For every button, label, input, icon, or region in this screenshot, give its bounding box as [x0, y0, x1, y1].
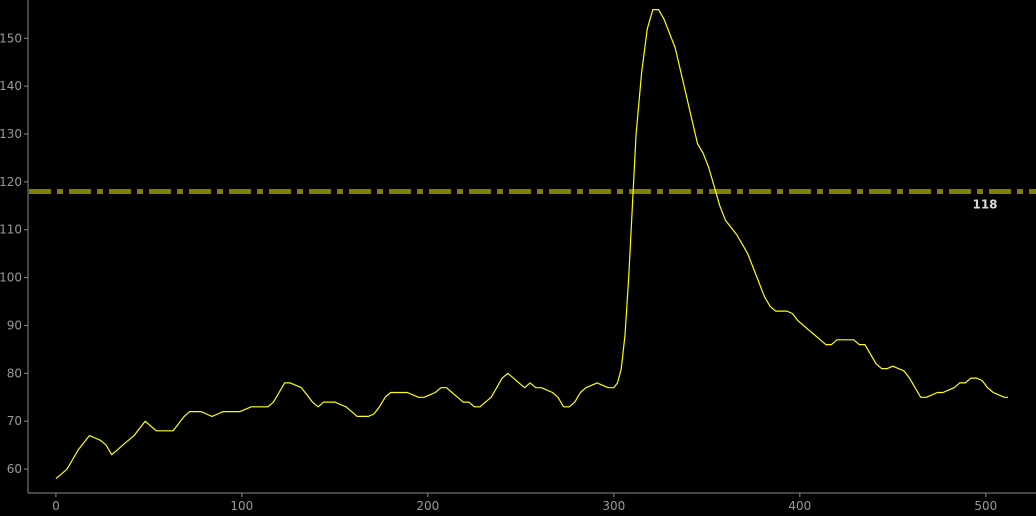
y-tick-label: 100	[0, 271, 22, 285]
y-tick-label: 150	[0, 31, 22, 45]
x-tick-label: 0	[52, 499, 60, 513]
y-tick-label: 120	[0, 175, 22, 189]
y-tick-label: 110	[0, 223, 22, 237]
y-tick-label: 70	[7, 414, 22, 428]
reference-line-label: 118	[972, 197, 997, 211]
reference-line-layer: 118	[29, 188, 1036, 211]
series-line	[55, 9, 1009, 480]
x-tick-label: 400	[788, 499, 811, 513]
series-layer	[55, 9, 1009, 480]
y-tick-label: 80	[7, 366, 22, 380]
x-tick-label: 500	[974, 499, 997, 513]
y-tick-label: 140	[0, 79, 22, 93]
x-tick-label: 100	[230, 499, 253, 513]
x-tick-label: 300	[602, 499, 625, 513]
y-tick-label: 60	[7, 462, 22, 476]
y-tick-label: 90	[7, 318, 22, 332]
x-tick-label: 200	[416, 499, 439, 513]
y-tick-label: 130	[0, 127, 22, 141]
